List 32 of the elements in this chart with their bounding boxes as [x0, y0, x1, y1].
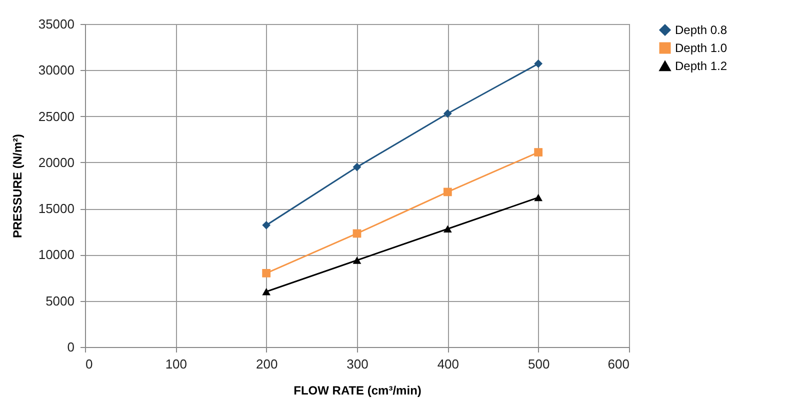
y-axis-title: PRESSURE (N/m²) [10, 134, 24, 238]
y-tick-label: 35000 [38, 16, 74, 32]
y-tick-label: 25000 [38, 108, 74, 124]
point [352, 229, 362, 238]
x-tick-label: 0 [86, 356, 93, 372]
y-tick-label: 30000 [38, 62, 74, 78]
point [443, 188, 452, 196]
point [443, 109, 452, 118]
point [352, 162, 362, 172]
x-tick-label: 100 [165, 356, 188, 372]
point [262, 288, 271, 296]
point [262, 221, 271, 230]
y-tick-label: 15000 [38, 201, 74, 216]
y-tick-label: 5000 [46, 293, 74, 308]
y-tick-label: 20000 [38, 154, 74, 170]
point [534, 194, 543, 202]
x-tick-label: 600 [608, 356, 630, 372]
point [443, 225, 452, 232]
x-tick-label: 500 [528, 356, 550, 372]
legend-label: Depth 1.0 [675, 41, 728, 55]
legend-label: Depth 0.8 [675, 23, 728, 37]
x-tick-label: 300 [346, 356, 368, 372]
y-tick-label: 0 [67, 340, 74, 354]
point [534, 148, 543, 156]
point [352, 256, 362, 264]
x-tick-label: 200 [256, 356, 278, 372]
point [262, 268, 271, 278]
x-axis-title: FLOW RATE (cm³/min) [294, 384, 422, 398]
x-tick-label: 400 [437, 356, 460, 372]
y-tick-label: 10000 [38, 247, 74, 262]
point [534, 60, 543, 68]
legend-label: Depth 1.2 [675, 59, 728, 73]
